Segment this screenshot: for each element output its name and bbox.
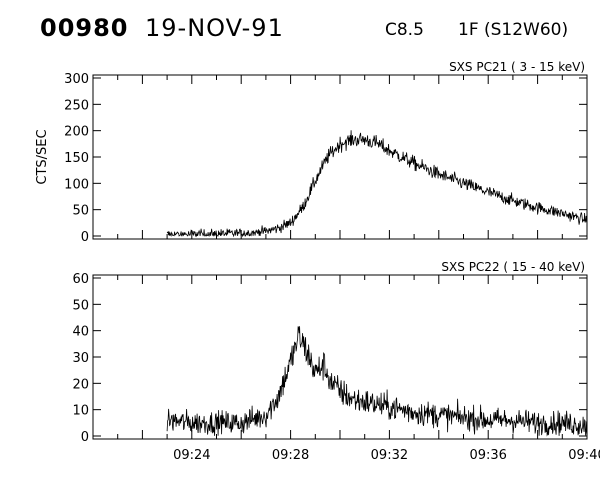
plot-frame-pc21 — [92, 74, 588, 240]
ytick-label-pc21: 100 — [64, 177, 89, 192]
event-id: 00980 — [40, 14, 129, 42]
plot-title-pc22: SXS PC22 ( 15 - 40 keV) — [441, 260, 585, 274]
ytick-label-pc22: 50 — [72, 298, 89, 313]
event-date: 19-NOV-91 — [145, 14, 284, 42]
ytick-label-pc22: 20 — [72, 377, 89, 392]
xtick-label-pc22: 09:40 — [568, 448, 600, 463]
plot-title-pc21: SXS PC21 ( 3 - 15 keV) — [449, 60, 585, 74]
ytick-label-pc21: 250 — [64, 98, 89, 113]
xtick-label-pc22: 09:28 — [272, 448, 309, 463]
series-line-pc22 — [166, 326, 587, 437]
ylabel-pc21: CTS/SEC — [35, 129, 50, 184]
ytick-label-pc21: 150 — [64, 151, 89, 166]
ytick-label-pc22: 0 — [81, 430, 89, 445]
ytick-label-pc21: 0 — [81, 230, 89, 245]
ytick-label-pc22: 60 — [72, 272, 89, 287]
ytick-label-pc22: 10 — [72, 404, 89, 419]
xtick-label-pc22: 09:32 — [371, 448, 408, 463]
ytick-label-pc21: 300 — [64, 72, 89, 87]
ytick-label-pc22: 40 — [72, 325, 89, 340]
ytick-label-pc22: 30 — [72, 351, 89, 366]
ytick-label-pc21: 50 — [72, 204, 89, 219]
series-line-pc21 — [166, 130, 587, 238]
plot-frame-pc22 — [92, 274, 588, 440]
xtick-label-pc22: 09:24 — [173, 448, 210, 463]
ytick-label-pc21: 200 — [64, 125, 89, 140]
xtick-label-pc22: 09:36 — [469, 448, 506, 463]
optical-location: 1F (S12W60) — [458, 20, 569, 40]
goes-class: C8.5 — [385, 20, 424, 40]
